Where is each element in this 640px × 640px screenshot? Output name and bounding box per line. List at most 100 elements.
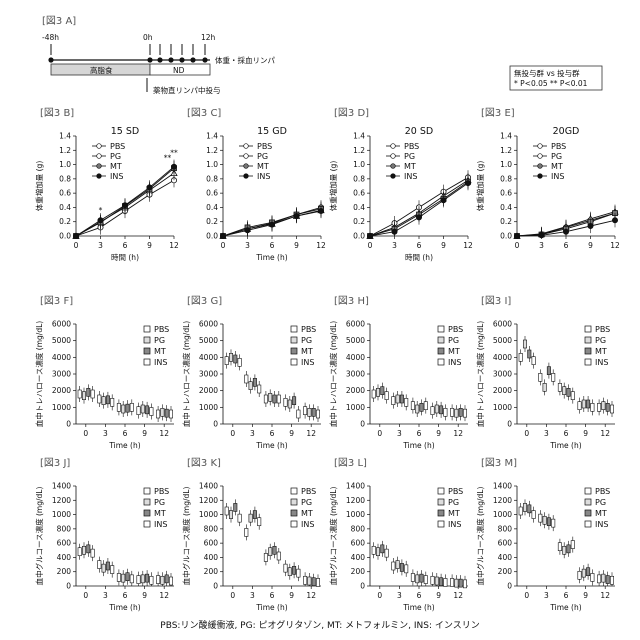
box-pg [122, 574, 125, 582]
box-pg [249, 514, 252, 522]
box-mt [420, 574, 423, 582]
box-ins [277, 552, 280, 560]
box-ins [258, 385, 261, 393]
y-tick-label: 5000 [52, 336, 71, 345]
y-tick-label: 0.8 [500, 174, 512, 183]
y-tick-label: 0.6 [206, 189, 218, 198]
x-tick-label: 3 [245, 241, 250, 250]
legend-label-ins: INS [595, 520, 608, 529]
data-point [73, 233, 78, 238]
chart-panel-12: [図3 M]0200400600800100012001400036912Tim… [475, 457, 615, 612]
chart-title: 15 GD [257, 126, 287, 137]
legend-label-pg: PG [154, 498, 165, 507]
legend-label-mt: MT [154, 347, 166, 356]
box-mt [586, 400, 589, 408]
box-ins [91, 549, 94, 557]
x-axis-label: Time (h) [255, 441, 287, 450]
box-pbs [411, 402, 414, 410]
x-axis-label: Time (h) [108, 441, 140, 450]
y-tick-label: 0.8 [59, 174, 71, 183]
legend-label-mt: MT [448, 347, 460, 356]
box-mt [253, 378, 256, 386]
y-tick-label: 0.6 [500, 189, 512, 198]
legend-label-pbs: PBS [154, 325, 169, 334]
box-pbs [392, 562, 395, 570]
legend-label-pbs: PBS [448, 487, 463, 496]
y-tick-label: 600 [204, 539, 219, 548]
data-point [122, 203, 127, 208]
box-pg [82, 392, 85, 400]
x-tick-label: 6 [123, 241, 128, 250]
data-point [392, 229, 397, 234]
box-pbs [578, 402, 581, 410]
legend-label-pbs: PBS [551, 142, 566, 151]
x-tick-label: 6 [564, 429, 569, 438]
box-pbs [431, 576, 434, 584]
box-ins [238, 358, 241, 366]
box-mt [400, 395, 403, 403]
y-tick-label: 0.8 [206, 174, 218, 183]
chart-panel-2: [図3 C]15 GD0.00.20.40.60.81.01.21.403691… [187, 107, 326, 262]
y-tick-label: 1000 [493, 510, 512, 519]
box-pbs [558, 383, 561, 391]
panel-label: [図3 M] [481, 457, 517, 469]
legend-swatch [585, 326, 591, 332]
y-tick-label: 1.2 [353, 146, 365, 155]
box-pbs [264, 395, 267, 403]
x-tick-label: 12 [463, 241, 473, 250]
significance-title: 無投与群 vs 投与群 [514, 68, 580, 78]
legend-label-mt: MT [301, 347, 313, 356]
box-ins [444, 408, 447, 416]
y-tick-label: 5000 [346, 336, 365, 345]
box-mt [87, 388, 90, 396]
legend-label-pbs: PBS [404, 142, 419, 151]
legend-marker [97, 144, 102, 149]
panel-label: [図3 J] [40, 457, 70, 469]
box-pbs [245, 528, 248, 536]
y-axis-label: 体重増加量 (g) [34, 161, 44, 212]
box-pg [416, 575, 419, 583]
box-pg [376, 388, 379, 396]
box-mt [126, 573, 129, 581]
figure-footer: PBS:リン酸緩衝液, PG: ピオグリタゾン, MT: メトフォルミン, IN… [160, 619, 479, 631]
y-tick-label: 1.2 [500, 146, 512, 155]
box-pbs [225, 507, 228, 515]
y-tick-label: 0.2 [206, 217, 218, 226]
box-ins [591, 403, 594, 411]
y-tick-label: 1000 [199, 403, 218, 412]
legend-label-pbs: PBS [448, 325, 463, 334]
legend-swatch [291, 499, 297, 505]
data-point [294, 213, 299, 218]
legend-swatch [438, 499, 444, 505]
x-tick-label: 9 [294, 241, 299, 250]
x-tick-label: 3 [397, 591, 402, 600]
y-tick-label: 2000 [199, 386, 218, 395]
x-axis-label: Time (h) [402, 603, 434, 612]
box-ins [610, 405, 613, 413]
y-tick-label: 1400 [52, 482, 71, 491]
y-tick-label: 400 [57, 553, 72, 562]
x-tick-label: 9 [583, 591, 588, 600]
legend-marker [538, 174, 543, 179]
chart-panel-4: [図3 E]20GD0.00.20.40.60.81.01.21.4036912… [475, 107, 620, 250]
x-tick-label: 12 [316, 241, 326, 250]
legend-swatch [291, 359, 297, 365]
y-tick-label: 0 [507, 420, 512, 429]
x-axis-label: Time (h) [108, 603, 140, 612]
legend-label-mt: MT [154, 509, 166, 518]
y-tick-label: 0.6 [353, 189, 365, 198]
box-pg [435, 405, 438, 413]
x-tick-label: 12 [610, 241, 620, 250]
box-pbs [245, 375, 248, 383]
box-ins [130, 575, 133, 583]
y-tick-label: 0.4 [353, 203, 365, 212]
box-pg [523, 340, 526, 348]
x-tick-label: 3 [544, 591, 549, 600]
y-tick-label: 1000 [52, 510, 71, 519]
y-tick-label: 1400 [346, 482, 365, 491]
legend-label-pbs: PBS [301, 487, 316, 496]
x-tick-label: 9 [147, 241, 152, 250]
chart-panel-7: [図3 H]0100020003000400050006000036912Tim… [328, 295, 468, 450]
box-pbs [431, 407, 434, 415]
